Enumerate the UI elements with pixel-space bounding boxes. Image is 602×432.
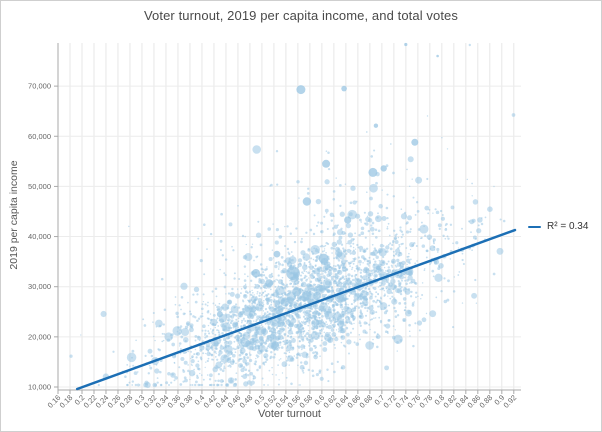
bubble <box>380 165 387 172</box>
y-tick-label: 10,000 <box>28 382 51 391</box>
points-layer <box>69 42 516 389</box>
bubble <box>373 123 379 128</box>
bubble <box>273 250 281 258</box>
trendline-swatch-icon <box>528 225 541 228</box>
y-tick-label: 20,000 <box>28 332 51 341</box>
bubble <box>344 216 352 224</box>
y-tick-label: 40,000 <box>28 232 51 241</box>
y-tick-label: 60,000 <box>28 132 51 141</box>
trendline-legend-label: R² = 0.34 <box>547 221 589 232</box>
y-tick-label: 50,000 <box>28 182 51 191</box>
trendline <box>75 228 517 391</box>
trendline-legend: R² = 0.34 <box>528 221 588 232</box>
bubble <box>318 253 329 264</box>
y-tick-label: 70,000 <box>28 82 51 91</box>
bubble <box>302 197 312 206</box>
bubble <box>411 138 419 146</box>
bubble <box>265 279 274 288</box>
bubble <box>322 159 331 168</box>
y-tick-label: 30,000 <box>28 282 51 291</box>
bubble <box>436 54 439 58</box>
chart-title: Voter turnout, 2019 per capita income, a… <box>144 8 458 23</box>
bubble <box>341 85 347 92</box>
bubble <box>216 311 223 318</box>
x-axis-title: Voter turnout <box>258 408 321 420</box>
bubble <box>251 269 261 278</box>
bubble <box>286 266 300 281</box>
bubble <box>296 85 306 95</box>
bubble <box>404 42 408 47</box>
bubble <box>368 167 378 177</box>
bubble <box>292 287 302 297</box>
